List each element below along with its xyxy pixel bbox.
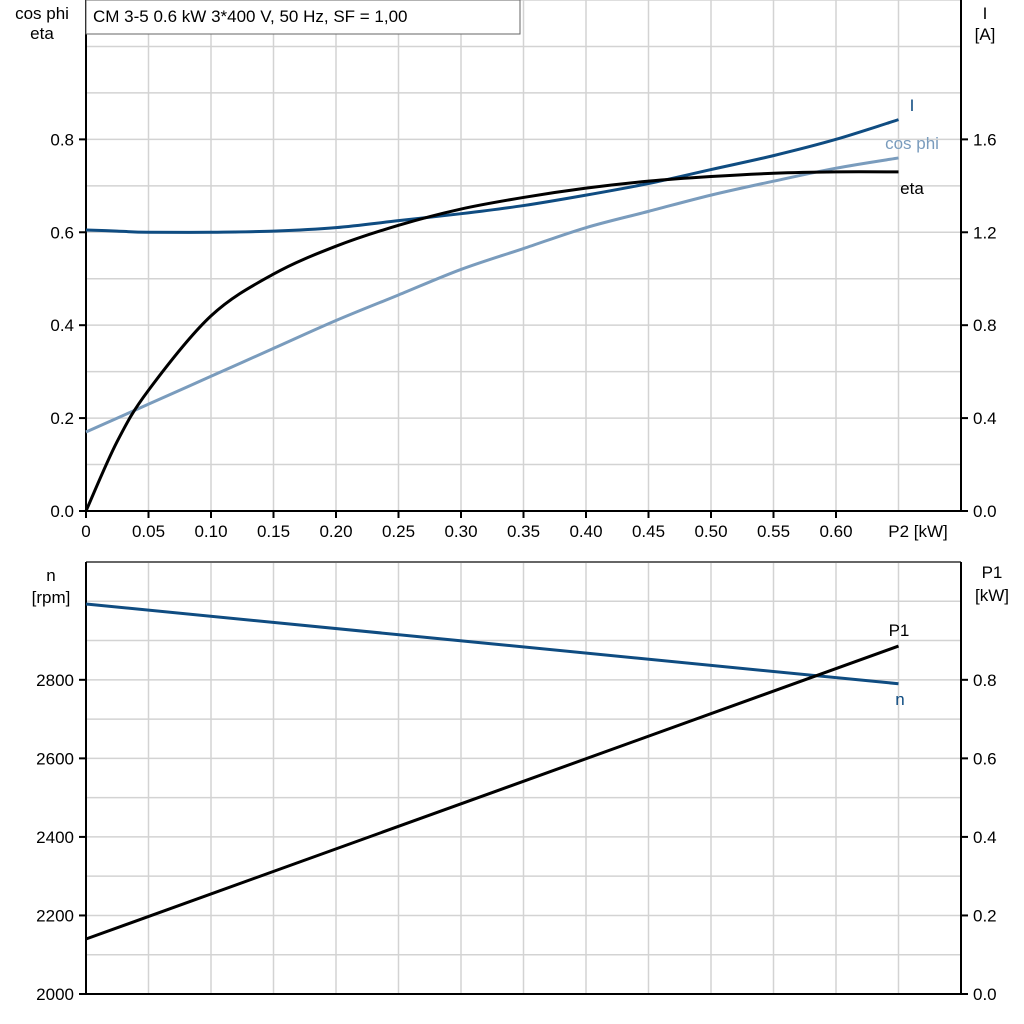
bottom-left-axis-label-1: n	[46, 566, 55, 585]
y-tick-label-right: 0.0	[973, 502, 997, 521]
y-tick-label-left: 0.8	[50, 130, 74, 149]
x-tick-label: 0.20	[319, 522, 352, 541]
bottom-right-axis-label-1: P1	[982, 563, 1003, 582]
y-tick-label-right: 0.2	[973, 906, 997, 925]
bottom-left-axis-label-2: [rpm]	[32, 588, 71, 607]
y-tick-label-left: 0.0	[50, 502, 74, 521]
curve-P1	[85, 644, 900, 941]
series-label-eta: eta	[900, 179, 924, 198]
y-tick-label-right: 0.8	[973, 671, 997, 690]
series-label-I: I	[910, 96, 915, 115]
x-tick-label: 0.50	[694, 522, 727, 541]
curve-cos-phi	[85, 156, 899, 434]
x-tick-label: 0.45	[632, 522, 665, 541]
x-tick-label: 0.15	[257, 522, 290, 541]
y-tick-label-left: 2200	[36, 906, 74, 925]
top-left-axis-label-2: eta	[30, 24, 54, 43]
x-tick-label: 0.30	[444, 522, 477, 541]
x-tick-label: 0.10	[194, 522, 227, 541]
y-tick-label-right: 0.0	[973, 985, 997, 1004]
x-tick-label: 0.05	[132, 522, 165, 541]
curve-I	[85, 118, 899, 234]
y-tick-label-left: 2600	[36, 749, 74, 768]
bottom-right-axis-label-2: [kW]	[975, 586, 1009, 605]
series-label-cos-phi: cos phi	[885, 134, 939, 153]
curve-eta	[84, 170, 899, 512]
y-tick-label-left: 0.2	[50, 409, 74, 428]
y-tick-label-right: 1.2	[973, 223, 997, 242]
y-tick-label-right: 0.4	[973, 828, 997, 847]
chart-title: CM 3-5 0.6 kW 3*400 V, 50 Hz, SF = 1,00	[93, 7, 408, 26]
series-label-P1: P1	[889, 621, 910, 640]
top-right-axis-label-2: [A]	[975, 25, 996, 44]
curve-n	[85, 602, 899, 686]
series-label-n: n	[895, 690, 904, 709]
y-tick-label-left: 2400	[36, 828, 74, 847]
y-tick-label-right: 1.6	[973, 130, 997, 149]
x-tick-label: 0.60	[819, 522, 852, 541]
x-tick-label: 0.55	[757, 522, 790, 541]
y-tick-label-left: 2000	[36, 985, 74, 1004]
x-tick-label: 0.35	[507, 522, 540, 541]
x-tick-label: 0.40	[569, 522, 602, 541]
x-axis-label: P2 [kW]	[888, 522, 948, 541]
y-tick-label-right: 0.8	[973, 316, 997, 335]
top-right-axis-label-1: I	[983, 4, 988, 23]
x-tick-label: 0	[81, 522, 90, 541]
y-tick-label-left: 0.6	[50, 223, 74, 242]
x-tick-label: 0.25	[382, 522, 415, 541]
y-tick-label-left: 2800	[36, 671, 74, 690]
title-box	[85, 0, 521, 35]
y-tick-label-left: 0.4	[50, 316, 74, 335]
y-tick-label-right: 0.6	[973, 749, 997, 768]
top-left-axis-label-1: cos phi	[15, 4, 69, 23]
y-tick-label-right: 0.4	[973, 409, 997, 428]
